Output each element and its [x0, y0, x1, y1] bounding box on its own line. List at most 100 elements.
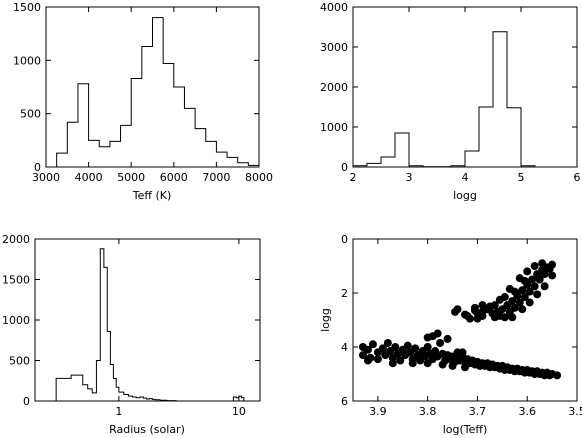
logg-histogram-bin: [493, 32, 507, 167]
hr-plot-frame: [352, 238, 578, 402]
hr-point-dwarfs: [436, 338, 445, 347]
logg-xtick-label: 4: [462, 171, 469, 184]
hr-point-giants: [525, 298, 534, 307]
hr-point-giants: [523, 267, 532, 276]
logg-xtick-label: 5: [518, 171, 525, 184]
radius-axis-ticks: 1 10 0 500 1000 1500 2000: [2, 233, 260, 418]
teff-xtick-label: 7000: [202, 171, 230, 184]
hr-point-giants: [473, 314, 482, 323]
hr-point-dwarfs: [383, 338, 392, 347]
hr-point-giants: [525, 287, 534, 296]
radius-histogram-bin: [88, 389, 93, 401]
radius-plot-frame: [34, 238, 261, 402]
teff-axis-ticks: 3000 4000 5000 6000 7000 8000 0 500 1000 1500: [13, 1, 273, 184]
logg-histogram-bin: [479, 107, 493, 167]
teff-histogram-bin: [121, 125, 132, 167]
teff-xtick-label: 5000: [117, 171, 145, 184]
hr-ytick-label: 6: [341, 395, 348, 408]
hr-point-giants: [500, 313, 509, 322]
radius-histogram-bin: [119, 392, 124, 401]
hr-point-dwarfs: [553, 371, 562, 380]
hr-point-giants: [451, 307, 460, 316]
hr-xtick-label: 3.6: [518, 405, 536, 418]
hr-point-dwarfs: [391, 343, 400, 351]
radius-histogram-bin: [56, 378, 71, 401]
teff-histogram-bin: [89, 140, 100, 167]
radius-histogram-bin: [104, 267, 107, 401]
teff-xtick-label: 4000: [75, 171, 103, 184]
hr-ytick-label: 2: [341, 287, 348, 300]
teff-histogram-bin: [131, 78, 142, 167]
logg-ytick-label: 1000: [320, 121, 348, 134]
panel-radius-histogram: 1 10 0 500 1000 1500 2000 Radius (solar): [2, 233, 261, 436]
teff-xtick-label: 3000: [32, 171, 60, 184]
teff-x-axis-label: Teff (K): [132, 189, 172, 202]
hr-point-giants: [465, 314, 474, 323]
hr-point-giants: [500, 293, 509, 302]
teff-ytick-label: 1000: [13, 54, 41, 67]
teff-histogram-bin: [153, 18, 164, 167]
hr-point-dwarfs: [411, 344, 420, 353]
logg-xtick-label: 2: [350, 171, 357, 184]
hr-point-dwarfs: [458, 348, 467, 357]
hr-point-dwarfs: [403, 341, 412, 350]
hr-point-dwarfs: [388, 359, 397, 368]
hr-ytick-label: 4: [341, 341, 348, 354]
teff-ytick-label: 1500: [13, 1, 41, 14]
radius-histogram-bin: [107, 331, 110, 401]
radius-histogram-bin: [71, 375, 83, 401]
teff-histogram-bin: [195, 129, 206, 167]
teff-histogram-bin: [238, 163, 249, 167]
logg-ytick-label: 0: [341, 161, 348, 174]
radius-histogram-bin: [140, 397, 143, 401]
hr-point-dwarfs: [461, 363, 469, 372]
hr-xtick-label: 3.9: [369, 405, 387, 418]
logg-ytick-label: 4000: [320, 1, 348, 14]
radius-histogram-bin: [128, 396, 132, 401]
hr-point-giants: [530, 282, 539, 291]
teff-histogram-bin: [163, 64, 174, 167]
hr-point-giants: [520, 293, 529, 302]
hr-point-giants: [533, 290, 542, 299]
hr-point-dwarfs: [378, 344, 387, 353]
hr-point-dwarfs: [358, 351, 367, 360]
hr-point-giants: [508, 313, 517, 322]
logg-histogram-bin: [465, 151, 479, 167]
hr-point-giants: [490, 301, 499, 310]
hr-point-giants: [510, 287, 519, 296]
hr-point-dwarfs: [363, 345, 372, 354]
hr-point-giants: [535, 275, 544, 284]
teff-histogram-line: [56, 17, 260, 167]
radius-histogram-outline: [35, 248, 260, 402]
hr-point-giants: [510, 303, 519, 312]
radius-ytick-label: 0: [23, 395, 30, 408]
logg-histogram-bin: [507, 108, 521, 167]
logg-histogram-outline: [352, 31, 536, 168]
radius-histogram-bin: [96, 361, 100, 402]
hr-scatter-points: [358, 259, 562, 380]
teff-ytick-label: 500: [20, 108, 41, 121]
radius-histogram-bin: [100, 249, 104, 401]
radius-histogram-bin: [133, 397, 137, 401]
hr-point-giants: [518, 286, 527, 295]
hr-point-giants: [478, 301, 487, 310]
radius-histogram-bin: [110, 365, 113, 401]
logg-histogram-bin: [381, 157, 395, 167]
hr-point-giants: [515, 298, 524, 307]
hr-point-giants: [548, 271, 557, 280]
radius-histogram-bin: [92, 393, 96, 401]
teff-histogram-bin: [110, 141, 121, 167]
hr-point-giants: [508, 297, 517, 306]
teff-ytick-label: 0: [34, 161, 41, 174]
hr-axis-ticks: 3.9 3.8 3.7 3.6 3.5 0 2 4 6: [341, 233, 582, 418]
hr-point-dwarfs: [423, 359, 432, 368]
hr-point-giants: [540, 270, 549, 279]
teff-histogram-outline: [56, 17, 260, 167]
radius-xtick-label: 10: [232, 405, 246, 418]
radius-xtick-label: 1: [115, 405, 122, 418]
hr-point-dwarfs: [368, 340, 377, 349]
teff-histogram-bin: [206, 141, 217, 167]
radius-histogram-bin: [233, 397, 236, 401]
hr-point-dwarfs: [423, 333, 432, 342]
teff-histogram-bin: [174, 87, 185, 167]
